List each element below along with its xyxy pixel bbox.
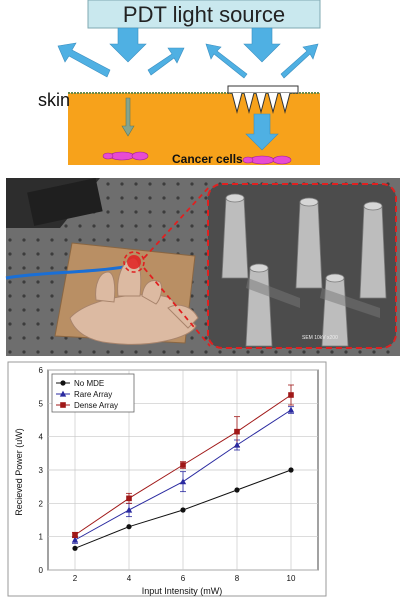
- data-point: [288, 392, 294, 398]
- data-point: [59, 390, 67, 397]
- data-point: [180, 507, 186, 513]
- data-point: [125, 506, 133, 513]
- light-source-label: PDT light source: [123, 2, 285, 27]
- data-point: [179, 478, 187, 485]
- data-point: [60, 380, 66, 386]
- data-point: [287, 406, 295, 413]
- y-tick-label: 1: [39, 533, 44, 542]
- cancer-cells-icon: [102, 151, 292, 165]
- y-tick-label: 0: [39, 566, 44, 575]
- y-tick-label: 6: [39, 366, 44, 375]
- data-point: [234, 428, 240, 435]
- x-tick-label: 4: [127, 574, 132, 583]
- hand-icon: [69, 257, 199, 345]
- y-tick-label: 5: [39, 399, 44, 408]
- data-point: [180, 462, 186, 468]
- left-light-arrows: [57, 27, 185, 137]
- data-point: [126, 495, 132, 502]
- pdt-diagram: PDT light source skin Cancer cells: [38, 0, 321, 166]
- light-source-box: [87, 0, 321, 29]
- y-tick-label: 2: [39, 499, 44, 508]
- microneedle-array-icon: [227, 85, 299, 114]
- x-tick-label: 6: [181, 574, 186, 583]
- data-point: [288, 467, 294, 473]
- right-light-arrows: [205, 27, 319, 151]
- cancer-cells-label: Cancer cells: [172, 152, 243, 166]
- legend-label: No MDE: [74, 379, 104, 388]
- chart-legend: No MDE Rare Array Dense Array: [51, 373, 135, 413]
- x-axis-label: Input Intensity (mW): [142, 586, 223, 596]
- data-point: [126, 524, 132, 530]
- x-tick-label: 10: [287, 574, 296, 583]
- microneedle-sem-inset-icon: SEM 10kV x200: [207, 183, 397, 349]
- data-point: [233, 441, 241, 448]
- x-tick-label: 2: [73, 574, 78, 583]
- y-tick-label: 3: [39, 466, 44, 475]
- legend-label: Rare Array: [74, 390, 112, 399]
- sem-scale-text: SEM 10kV x200: [302, 335, 338, 341]
- axis-layer: 0 1 2 3 4 5 6 2 4 6 8 10: [39, 366, 296, 583]
- y-tick-label: 4: [39, 433, 44, 442]
- data-point: [234, 487, 240, 493]
- light-spot: [127, 255, 141, 269]
- data-point: [60, 402, 66, 408]
- x-tick-label: 8: [235, 574, 240, 583]
- legend-label: Dense Array: [74, 401, 118, 410]
- experiment-photo: SEM 10kV x200: [5, 178, 400, 356]
- received-power-chart: 0 1 2 3 4 5 6 2 4 6 8 10 Input Intensity (mW) Recie…: [7, 361, 327, 597]
- data-point: [72, 545, 78, 551]
- y-axis-label: Recieved Power (uW): [14, 428, 24, 516]
- data-point: [72, 532, 78, 538]
- data-point: [71, 536, 79, 543]
- skin-label: skin: [38, 90, 70, 110]
